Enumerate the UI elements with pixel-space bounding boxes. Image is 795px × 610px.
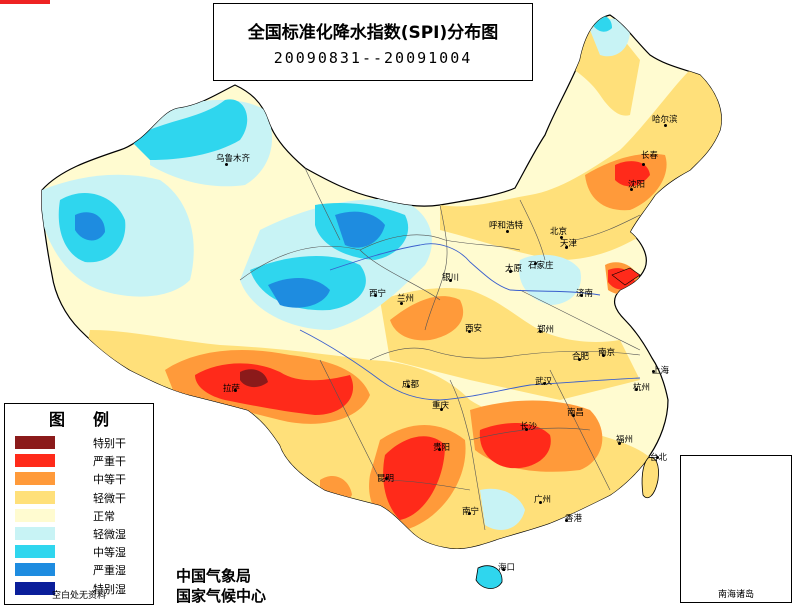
city-label: 成都 <box>402 380 420 390</box>
city-label: 武汉 <box>535 377 553 387</box>
legend-label: 严重湿 <box>93 564 126 578</box>
city-label: 石家庄 <box>528 261 554 271</box>
legend-swatch <box>15 563 55 577</box>
city-label: 上海 <box>652 366 670 376</box>
city-label: 贵阳 <box>433 443 451 453</box>
city-label: 太原 <box>505 264 523 274</box>
city-label: 西宁 <box>369 289 387 299</box>
legend-label: 中等干 <box>93 473 126 487</box>
city-label: 兰州 <box>397 294 415 304</box>
city-label: 呼和浩特 <box>489 221 524 231</box>
legend: 图例 特别干严重干中等干轻微干正常轻微湿中等湿严重湿特别湿 空白处无资料 <box>4 403 154 605</box>
org-name-cma: 中国气象局 <box>176 567 252 585</box>
city-label: 北京 <box>550 227 568 237</box>
legend-label: 严重干 <box>93 455 126 469</box>
south-china-sea-inset: 南海诸岛 <box>680 455 792 603</box>
legend-swatch <box>15 545 55 559</box>
map-date-range: 20090831--20091004 <box>273 49 473 67</box>
legend-swatch <box>15 581 55 595</box>
legend-label: 特别湿 <box>93 582 126 596</box>
shandong-peninsula <box>611 267 641 286</box>
map-title-box: 全国标准化降水指数(SPI)分布图 20090831--20091004 <box>213 3 533 81</box>
city-label: 香港 <box>565 514 583 524</box>
legend-swatch <box>15 526 55 540</box>
top-left-red-mark <box>0 0 50 4</box>
rivers <box>299 243 641 401</box>
legend-label: 轻微湿 <box>93 527 126 541</box>
legend-swatch <box>15 490 55 504</box>
legend-swatch <box>15 454 55 468</box>
city-label: 福州 <box>616 435 634 445</box>
city-label: 广州 <box>534 495 552 505</box>
legend-label: 正常 <box>93 509 115 523</box>
legend-title: 图例 <box>48 410 137 429</box>
city-label: 昆明 <box>377 474 395 484</box>
city-label: 海口 <box>498 563 516 573</box>
city-label: 长沙 <box>520 422 538 432</box>
city-label: 郑州 <box>537 325 555 335</box>
legend-swatch <box>15 436 55 449</box>
city-label: 重庆 <box>432 401 450 411</box>
city-label: 济南 <box>576 289 594 299</box>
city-label: 哈尔滨 <box>652 115 678 125</box>
hainan-island <box>475 565 503 589</box>
city-label: 拉萨 <box>223 384 241 394</box>
org-name-ncc: 国家气候中心 <box>176 587 267 605</box>
legend-swatch <box>15 472 55 486</box>
legend-label: 轻微干 <box>93 491 126 505</box>
city-label: 长春 <box>641 151 659 161</box>
legend-footnote: 空白处无资料 <box>51 591 106 601</box>
city-label: 杭州 <box>633 383 651 393</box>
province-lines <box>239 167 641 531</box>
legend-label: 中等湿 <box>93 546 126 560</box>
city-label: 银川 <box>442 273 460 283</box>
map-title: 全国标准化降水指数(SPI)分布图 <box>247 23 499 43</box>
inset-label: 南海诸岛 <box>717 590 754 600</box>
city-label: 南京 <box>598 348 616 358</box>
legend-swatch <box>15 508 55 522</box>
city-label: 天津 <box>560 239 578 249</box>
taiwan-island <box>641 457 659 499</box>
legend-label: 特别干 <box>93 437 126 450</box>
city-label: 沈阳 <box>628 180 646 190</box>
city-label: 乌鲁木齐 <box>216 154 251 164</box>
city-label: 南昌 <box>567 408 585 418</box>
city-label: 合肥 <box>572 352 590 362</box>
city-label: 西安 <box>465 324 483 334</box>
city-label: 南宁 <box>462 507 480 517</box>
city-label: 台北 <box>650 453 668 463</box>
